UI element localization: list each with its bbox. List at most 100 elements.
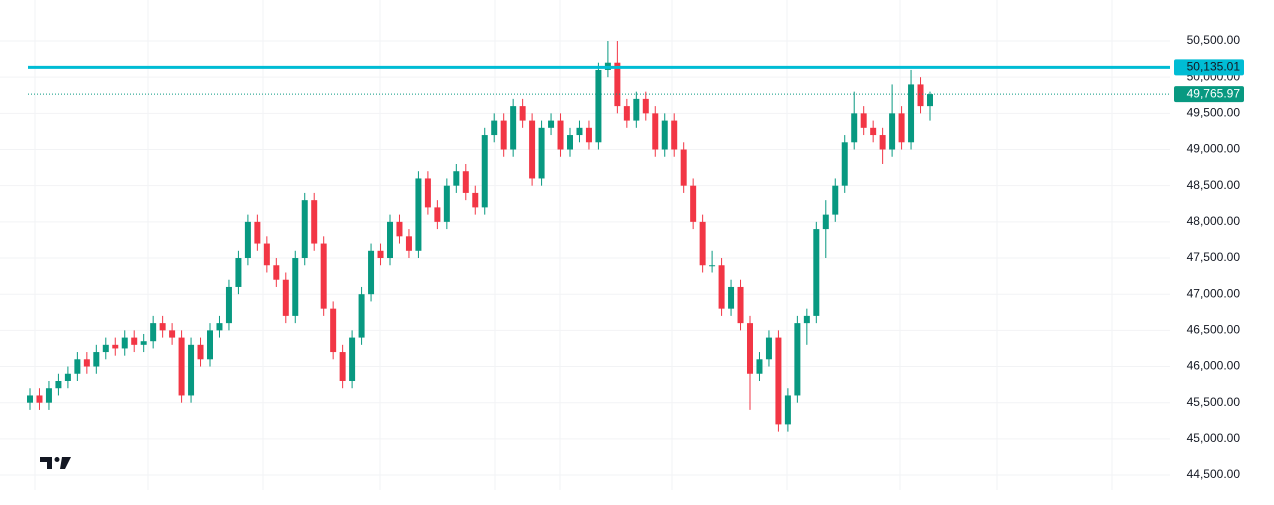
candle-body (690, 185, 697, 222)
candle-body (633, 98, 640, 121)
y-tick-label: 48,500.00 (1187, 178, 1241, 192)
y-tick-label: 50,500.00 (1187, 33, 1241, 47)
candle-body (898, 113, 905, 143)
candle-body (150, 323, 157, 342)
candle-body (472, 192, 479, 208)
candle-body (64, 373, 71, 381)
candle-body (339, 352, 346, 381)
y-tick-label: 48,000.00 (1187, 214, 1241, 228)
candle-body (244, 221, 251, 259)
candle-body (178, 337, 185, 396)
y-tick-label: 45,500.00 (1187, 395, 1241, 409)
candle-body (803, 315, 810, 324)
candle-body (188, 344, 195, 396)
candle-body (45, 388, 52, 403)
candle-body (443, 185, 450, 222)
candle-body (576, 127, 583, 136)
candle-body (585, 127, 592, 143)
vertical-grid (34, 0, 1113, 490)
y-tick-label: 46,500.00 (1187, 323, 1241, 337)
candle-body (794, 323, 801, 396)
candle-body (140, 341, 147, 345)
candle-body (671, 120, 678, 150)
candle-body (197, 344, 204, 360)
candle-body (623, 106, 630, 121)
candle-body (538, 127, 545, 179)
candle-body (927, 94, 933, 107)
candle-body (908, 84, 915, 143)
y-tick-label: 46,000.00 (1187, 359, 1241, 373)
candle-body (529, 120, 536, 179)
hline-label: 50,135.01 (1187, 60, 1241, 74)
y-tick-label: 49,000.00 (1187, 142, 1241, 156)
candle-body (737, 286, 744, 324)
candle-body (680, 149, 687, 186)
candle-body (159, 323, 166, 331)
y-tick-label: 45,000.00 (1187, 431, 1241, 445)
candle-body (595, 69, 602, 143)
candle-body (548, 120, 555, 128)
candle-body (169, 330, 176, 338)
candle-body (519, 106, 526, 121)
candle-body (718, 265, 725, 309)
last-price-label-bg (1174, 86, 1244, 103)
candle-body (747, 323, 753, 374)
candle-body (652, 113, 659, 150)
candle-body (557, 120, 564, 150)
candle-body (55, 380, 62, 389)
candle-body (282, 279, 289, 316)
candle-body (567, 135, 573, 150)
candle-body (358, 294, 365, 338)
candle-body (434, 207, 441, 222)
candle-body (851, 113, 858, 143)
candle-body (273, 265, 280, 280)
candle-body (131, 337, 138, 345)
candle-body (74, 359, 81, 374)
candle-body (405, 236, 412, 251)
candle-body (661, 120, 668, 150)
candle-body (614, 62, 621, 107)
candle-body (121, 337, 128, 349)
candle-body (424, 178, 431, 208)
candle-body (860, 113, 867, 128)
candle-body (225, 286, 232, 324)
last-price-label: 49,765.97 (1187, 86, 1241, 100)
candle-body (396, 221, 403, 237)
y-tick-label: 44,500.00 (1187, 467, 1241, 481)
candle-body (377, 250, 384, 259)
candle-body (36, 395, 43, 403)
candle-body (254, 221, 261, 244)
candle-body (870, 127, 877, 136)
candle-body (301, 200, 308, 259)
candle-body (235, 258, 242, 287)
candle-body (93, 352, 100, 367)
candle-body (642, 98, 649, 114)
candle-body (775, 337, 782, 425)
candle-body (784, 395, 791, 425)
candle-body (728, 286, 735, 309)
candle-body (462, 171, 469, 193)
candle-body (917, 84, 924, 107)
candle-body (510, 106, 517, 150)
candle-body (27, 395, 33, 403)
candle-body (387, 221, 393, 259)
candle-body (756, 359, 763, 374)
logo (40, 457, 71, 469)
candle-body (481, 135, 488, 208)
candle-body (453, 171, 460, 186)
candle-body (216, 323, 223, 331)
candle-body (263, 243, 270, 266)
candle-body (102, 344, 109, 353)
candle-body (813, 229, 820, 316)
candle-body (330, 308, 337, 353)
candle-body (889, 113, 896, 150)
y-tick-label: 47,000.00 (1187, 286, 1241, 300)
candle-body (879, 135, 886, 150)
candle-body (112, 344, 119, 349)
candle-body (292, 258, 299, 316)
y-tick-label: 47,500.00 (1187, 250, 1241, 264)
candle-body (699, 221, 706, 266)
candle-body (415, 178, 422, 251)
candle-body (765, 337, 772, 360)
